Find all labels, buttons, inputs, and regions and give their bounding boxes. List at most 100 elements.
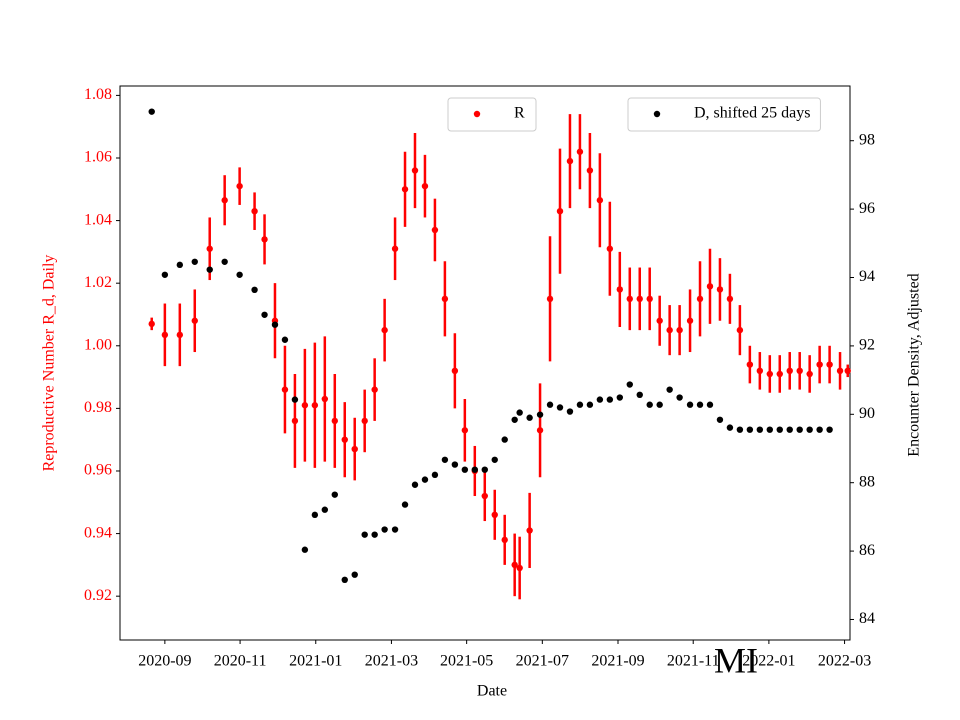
point (586, 401, 594, 408)
point (311, 511, 319, 519)
point (596, 396, 604, 403)
point (786, 367, 793, 375)
point (431, 471, 439, 479)
point (321, 506, 329, 513)
legend-box (627, 97, 821, 132)
point (481, 466, 488, 473)
y-tick-label: 0.98 (84, 399, 112, 416)
point (501, 536, 508, 544)
point (666, 386, 673, 393)
point (796, 426, 803, 433)
point (451, 461, 459, 468)
point (291, 396, 299, 403)
y2-tick-label: 98 (859, 131, 875, 148)
point (381, 326, 388, 334)
point (421, 182, 429, 190)
x-tick-label: 2021-07 (516, 653, 569, 670)
point (566, 157, 574, 165)
y-tick-label: 1.02 (84, 274, 112, 291)
y2-tick-label: 94 (859, 268, 875, 285)
point (491, 511, 498, 519)
point (236, 182, 243, 190)
point (844, 367, 851, 375)
point (656, 317, 663, 324)
point (481, 492, 488, 500)
point (291, 417, 299, 425)
y-tick-label: 1.04 (84, 211, 112, 228)
y-tick-label: 1.06 (84, 149, 112, 166)
point (756, 367, 764, 375)
point (391, 245, 399, 252)
point (636, 391, 643, 399)
point (371, 386, 378, 393)
point (441, 456, 449, 463)
point (826, 426, 833, 433)
point (576, 401, 584, 408)
legend-marker (653, 110, 661, 118)
point (526, 414, 533, 421)
point (148, 108, 155, 115)
point (716, 416, 724, 423)
point (676, 394, 683, 401)
point (606, 245, 614, 252)
point (676, 326, 683, 334)
point (411, 481, 419, 488)
point (161, 271, 169, 278)
x-tick-label: 2021-01 (289, 653, 342, 670)
point (576, 148, 584, 155)
x-tick-label: 2020-09 (138, 653, 191, 670)
legend-label: R (514, 105, 525, 122)
point (471, 466, 479, 473)
point (461, 466, 469, 473)
y2-axis-label: Encounter Density, Adjusted (906, 273, 923, 456)
point (331, 417, 338, 425)
point (736, 426, 744, 433)
point (706, 401, 714, 408)
point (511, 561, 518, 569)
point (756, 426, 764, 433)
point (646, 401, 653, 408)
point (656, 401, 663, 408)
point (666, 326, 673, 334)
point (816, 426, 823, 433)
point (261, 236, 268, 243)
point (826, 361, 833, 368)
point (746, 361, 754, 368)
point (191, 258, 198, 265)
point (536, 427, 544, 434)
point (206, 245, 213, 252)
point (351, 571, 358, 578)
point (191, 317, 198, 324)
point (616, 394, 624, 401)
point (361, 531, 368, 538)
x-axis-label: Date (477, 683, 507, 700)
point (301, 402, 309, 409)
point (686, 401, 694, 408)
point (566, 408, 574, 415)
point (261, 311, 268, 318)
y2-tick-label: 90 (859, 405, 875, 422)
point (526, 527, 533, 534)
annotation: MI (714, 640, 758, 680)
point (401, 501, 409, 508)
x-tick-label: 2022-03 (818, 653, 871, 670)
point (746, 426, 754, 433)
point (556, 207, 564, 215)
point (836, 367, 844, 375)
y-tick-label: 0.96 (84, 462, 112, 479)
point (206, 266, 213, 273)
point (786, 426, 793, 433)
point (341, 436, 348, 443)
point (736, 326, 744, 334)
point (626, 295, 633, 303)
point (301, 546, 309, 553)
point (806, 426, 813, 433)
y-tick-label: 1.08 (84, 86, 112, 103)
point (421, 476, 429, 483)
point (361, 417, 368, 425)
y2-tick-label: 92 (859, 337, 875, 354)
point (616, 286, 624, 293)
point (796, 367, 803, 375)
point (606, 396, 614, 403)
